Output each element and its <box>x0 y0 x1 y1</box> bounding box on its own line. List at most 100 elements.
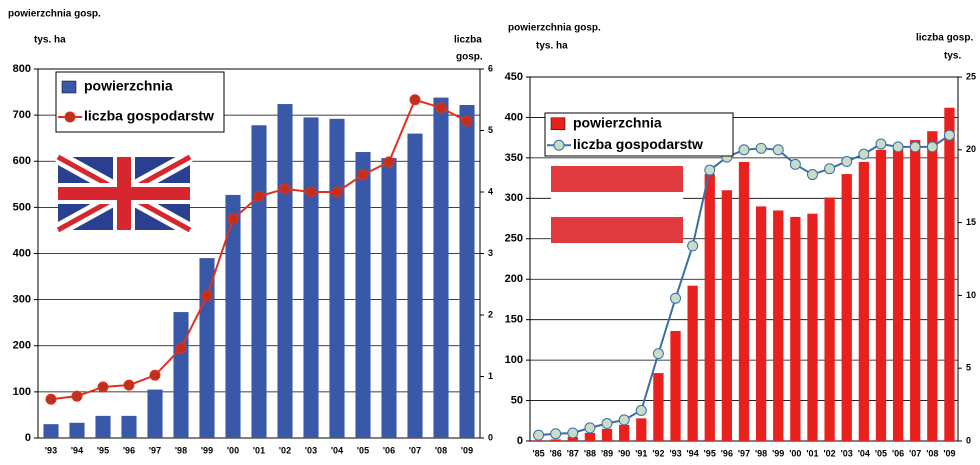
bar <box>459 104 475 438</box>
x-tick-label: '93 <box>669 448 681 458</box>
x-tick-label: '06 <box>383 445 395 455</box>
y-tick-label: 600 <box>13 155 31 167</box>
y2-tick-label: 0 <box>488 432 493 442</box>
y2-tick-label: 1 <box>488 371 493 381</box>
y2-tick-label: 10 <box>966 290 976 300</box>
bar <box>687 285 698 441</box>
line-marker <box>567 427 579 439</box>
line-marker <box>892 141 904 153</box>
bar <box>329 118 345 438</box>
y-tick-label: 350 <box>505 152 523 164</box>
bar <box>824 197 835 441</box>
x-tick-label: '09 <box>461 445 473 455</box>
bar <box>653 373 664 441</box>
x-tick-label: '02 <box>279 445 291 455</box>
x-tick-label: '85 <box>532 448 544 458</box>
y2-axis-label: gosp. <box>456 52 483 63</box>
y-tick-label: 800 <box>13 63 31 75</box>
x-tick-label: '98 <box>755 448 767 458</box>
bar <box>910 140 921 442</box>
y-tick-label: 450 <box>505 71 523 83</box>
x-tick-label: '05 <box>357 445 369 455</box>
line-marker <box>123 379 135 391</box>
line-marker <box>670 292 682 304</box>
bar <box>355 152 371 438</box>
line-marker <box>71 390 83 402</box>
y-tick-label: 300 <box>505 192 523 204</box>
y-tick-label: 300 <box>13 294 31 306</box>
x-tick-label: '89 <box>601 448 613 458</box>
line-marker <box>601 418 613 430</box>
line-marker <box>383 156 395 168</box>
y-tick-label: 400 <box>13 247 31 259</box>
bar <box>121 415 137 438</box>
bar <box>173 312 189 438</box>
x-tick-label: '97 <box>149 445 161 455</box>
bar <box>433 97 449 438</box>
line-marker <box>652 348 664 360</box>
x-tick-label: '99 <box>201 445 213 455</box>
x-tick-label: '98 <box>175 445 187 455</box>
bar <box>773 210 784 441</box>
bar <box>584 432 596 441</box>
bar <box>636 418 647 441</box>
line-marker <box>841 155 853 167</box>
x-tick-label: '07 <box>409 445 421 455</box>
x-tick-label: '04 <box>331 445 343 455</box>
line-marker <box>550 428 562 440</box>
x-tick-label: '92 <box>652 448 664 458</box>
y-tick-label: 400 <box>505 111 523 123</box>
y-tick-label: 50 <box>511 394 523 406</box>
line-marker <box>738 144 750 156</box>
bar <box>875 149 887 442</box>
line-marker <box>824 163 836 175</box>
bar <box>407 133 423 438</box>
line-marker <box>909 141 921 153</box>
y-axis-label: tys. ha <box>536 41 568 52</box>
y-tick-label: 250 <box>505 233 523 245</box>
line-marker <box>858 148 870 160</box>
x-tick-label: '95 <box>97 445 109 455</box>
y-tick-label: 0 <box>517 435 523 447</box>
bar <box>670 330 681 441</box>
austria-flag <box>551 166 683 243</box>
x-tick-label: '88 <box>584 448 596 458</box>
y2-tick-label: 0 <box>966 435 971 445</box>
legend-swatch <box>550 117 566 130</box>
line-marker <box>618 414 630 426</box>
x-tick-label: '08 <box>926 448 938 458</box>
line-marker <box>331 186 343 198</box>
x-tick-label: '03 <box>841 448 853 458</box>
x-tick-label: '00 <box>789 448 801 458</box>
x-tick-label: '09 <box>943 448 955 458</box>
x-tick-label: '02 <box>824 448 836 458</box>
bar <box>95 415 111 438</box>
legend-swatch <box>61 80 77 94</box>
y2-tick-label: 3 <box>488 248 493 258</box>
x-tick-label: '04 <box>858 448 870 458</box>
bar <box>199 258 215 438</box>
legend-label: liczba gospodarstw <box>573 136 703 152</box>
line-marker <box>201 290 213 302</box>
x-tick-label: '86 <box>550 448 562 458</box>
line-marker <box>755 142 767 154</box>
bar <box>251 125 267 439</box>
bar <box>601 428 613 441</box>
x-tick-label: '94 <box>71 445 83 455</box>
line-marker <box>227 213 239 225</box>
line-marker <box>97 381 109 393</box>
x-tick-label: '87 <box>567 448 579 458</box>
line-marker <box>875 138 887 150</box>
line-marker <box>253 190 265 202</box>
bar <box>927 131 938 441</box>
x-tick-label: '91 <box>635 448 647 458</box>
bar <box>277 104 293 439</box>
y-tick-label: 0 <box>25 432 31 444</box>
x-tick-label: '93 <box>45 445 57 455</box>
line-marker <box>409 94 421 106</box>
bar <box>303 117 319 439</box>
y2-tick-label: 20 <box>966 144 976 154</box>
legend-label: liczba gospodarstw <box>84 108 214 124</box>
y-tick-label: 150 <box>505 314 523 326</box>
uk-flag <box>54 150 194 237</box>
